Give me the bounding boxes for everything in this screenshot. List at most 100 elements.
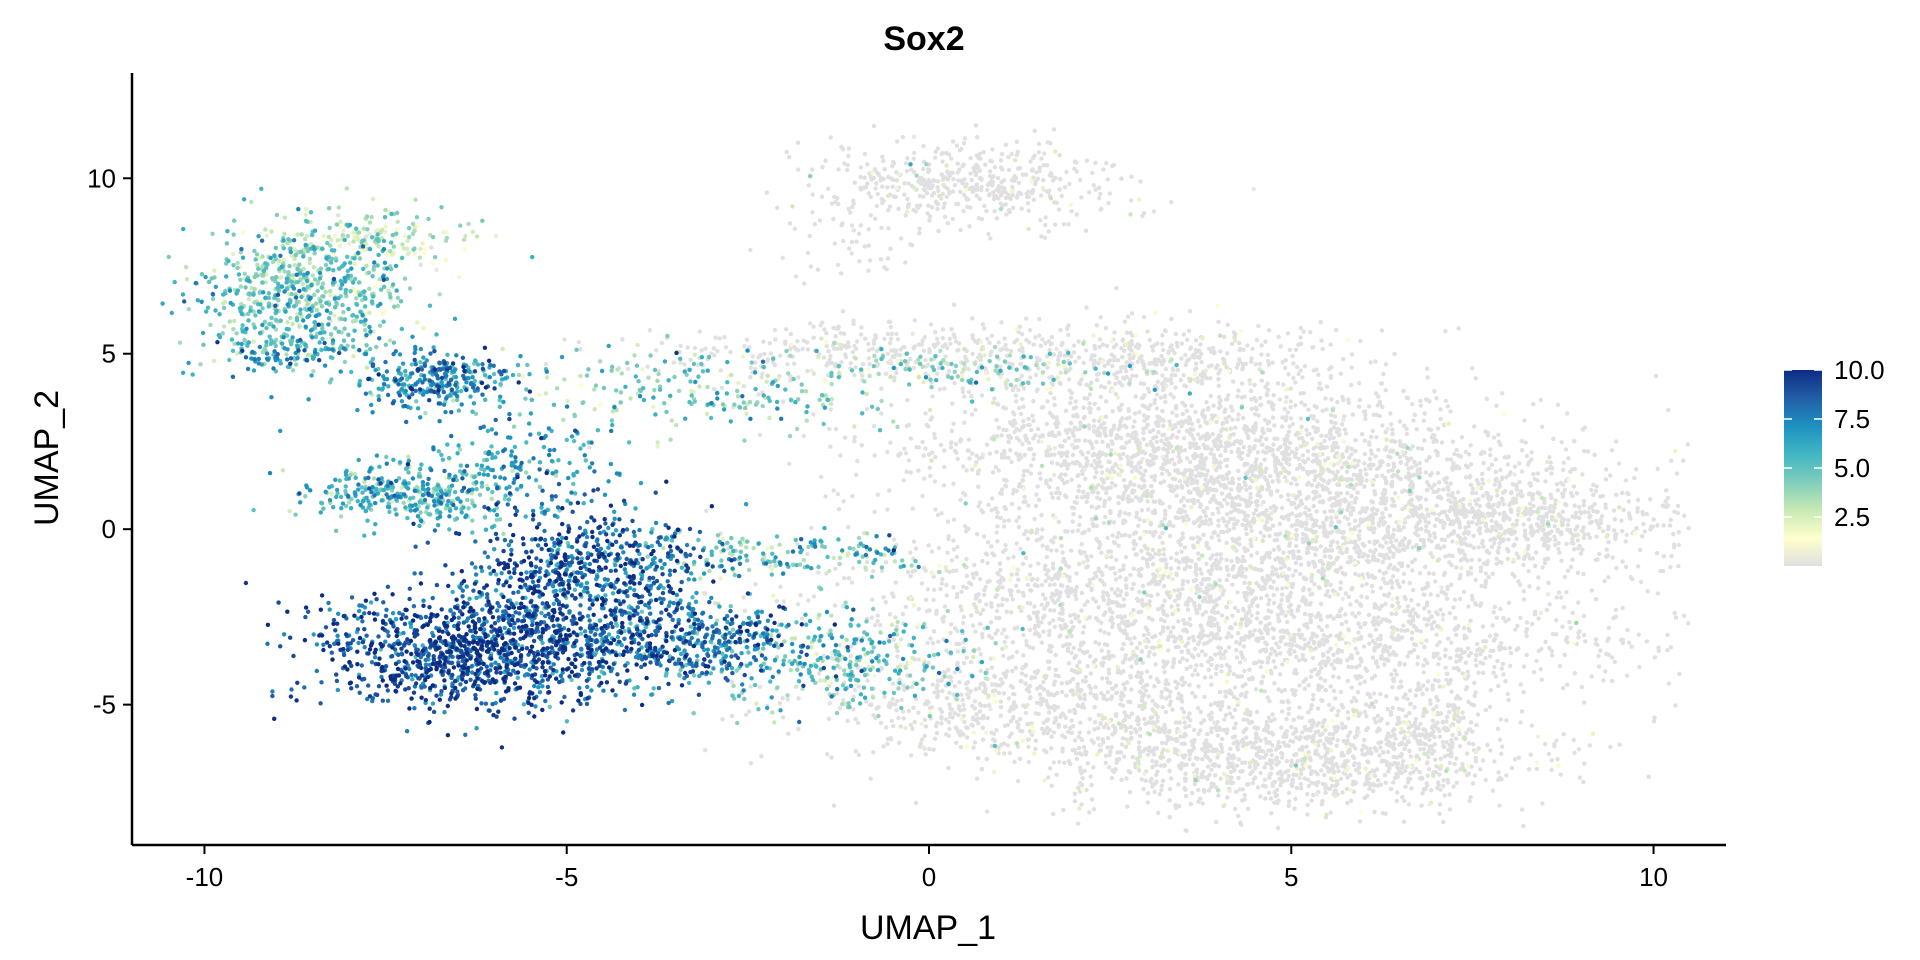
scatter-point xyxy=(1162,508,1168,514)
scatter-point xyxy=(1209,487,1214,493)
scatter-point xyxy=(1048,141,1053,146)
scatter-point xyxy=(1152,401,1157,406)
scatter-point xyxy=(1106,201,1111,206)
scatter-point xyxy=(1236,482,1242,487)
scatter-point xyxy=(1089,463,1094,468)
scatter-point xyxy=(1131,546,1137,552)
scatter-point xyxy=(1174,413,1179,418)
scatter-point xyxy=(1160,373,1165,378)
scatter-point xyxy=(902,181,907,186)
scatter-point xyxy=(832,241,837,246)
scatter-point xyxy=(827,357,832,362)
scatter-point xyxy=(1391,527,1397,532)
scatter-point xyxy=(1205,468,1210,473)
scatter-point xyxy=(1611,508,1617,513)
scatter-point xyxy=(1478,451,1484,457)
scatter-point xyxy=(1097,454,1102,459)
scatter-point xyxy=(954,201,959,207)
scatter-point xyxy=(1035,176,1041,181)
scatter-point xyxy=(828,444,833,449)
scatter-point xyxy=(1641,521,1646,527)
scatter-point xyxy=(1287,347,1293,353)
scatter-point xyxy=(1655,591,1661,596)
scatter-point xyxy=(1247,444,1252,450)
scatter-point xyxy=(998,347,1003,353)
scatter-point xyxy=(944,593,949,598)
scatter-point xyxy=(1028,446,1034,452)
scatter-point xyxy=(859,443,864,448)
scatter-point xyxy=(1187,416,1193,422)
scatter-point xyxy=(942,214,948,219)
scatter-point xyxy=(1034,388,1039,394)
scatter-point xyxy=(1559,558,1564,563)
scatter-point xyxy=(1371,412,1377,417)
scatter-point xyxy=(1205,490,1211,495)
scatter-point xyxy=(1188,564,1193,570)
scatter-point xyxy=(1089,380,1094,385)
scatter-point xyxy=(1559,532,1564,537)
scatter-point xyxy=(1079,377,1084,382)
scatter-point xyxy=(1083,348,1089,353)
scatter-point xyxy=(1250,472,1255,478)
scatter-point xyxy=(1294,482,1300,487)
scatter-point xyxy=(1493,478,1498,483)
scatter-point xyxy=(998,158,1004,163)
scatter-point xyxy=(966,437,972,442)
scatter-point xyxy=(977,576,983,582)
scatter-point xyxy=(1098,384,1104,389)
scatter-point xyxy=(1110,533,1115,538)
scatter-point xyxy=(1470,520,1475,525)
scatter-point xyxy=(1120,337,1126,342)
scatter-point xyxy=(1381,515,1386,520)
scatter-point xyxy=(1505,455,1510,460)
scatter-point xyxy=(876,171,881,177)
scatter-point xyxy=(682,362,687,367)
scatter-point xyxy=(1468,482,1474,488)
scatter-point xyxy=(1300,531,1306,536)
scatter-point xyxy=(1266,328,1272,333)
scatter-point xyxy=(788,331,794,337)
scatter-point xyxy=(1296,456,1302,462)
scatter-point xyxy=(1483,578,1489,583)
scatter-point xyxy=(1274,537,1280,543)
scatter-point xyxy=(1272,423,1277,428)
scatter-point xyxy=(704,508,709,513)
scatter-point xyxy=(1305,456,1311,462)
scatter-point xyxy=(1300,453,1306,458)
scatter-point xyxy=(1365,553,1371,559)
scatter-point xyxy=(974,135,980,140)
scatter-point xyxy=(1542,505,1548,511)
scatter-point xyxy=(1135,437,1140,442)
scatter-point xyxy=(963,184,968,189)
scatter-point xyxy=(1178,499,1184,504)
scatter-point xyxy=(913,209,918,214)
scatter-point xyxy=(1425,581,1430,586)
scatter-point xyxy=(1228,510,1234,515)
scatter-point xyxy=(1108,510,1113,516)
scatter-point xyxy=(1375,466,1380,472)
scatter-point xyxy=(1047,432,1052,438)
scatter-point xyxy=(977,168,982,173)
scatter-point xyxy=(1001,405,1006,410)
scatter-point xyxy=(1395,567,1400,573)
scatter-point xyxy=(1305,449,1311,454)
scatter-point xyxy=(1402,547,1407,553)
scatter-point xyxy=(1319,483,1325,488)
scatter-point xyxy=(1137,484,1142,489)
scatter-point xyxy=(1199,378,1205,383)
scatter-point xyxy=(894,178,900,183)
scatter-point xyxy=(1192,367,1198,372)
scatter-point xyxy=(1025,536,1031,541)
scatter-point xyxy=(940,177,946,182)
scatter-point xyxy=(1092,353,1097,358)
scatter-point xyxy=(1375,508,1380,513)
scatter-point xyxy=(1084,382,1089,387)
scatter-point xyxy=(911,539,917,544)
scatter-point xyxy=(927,218,932,223)
scatter-point xyxy=(882,167,887,172)
scatter-point xyxy=(1286,566,1292,572)
scatter-point xyxy=(1418,398,1423,404)
scatter-point xyxy=(1263,469,1268,475)
scatter-point xyxy=(1310,546,1315,551)
scatter-point xyxy=(1597,551,1602,557)
